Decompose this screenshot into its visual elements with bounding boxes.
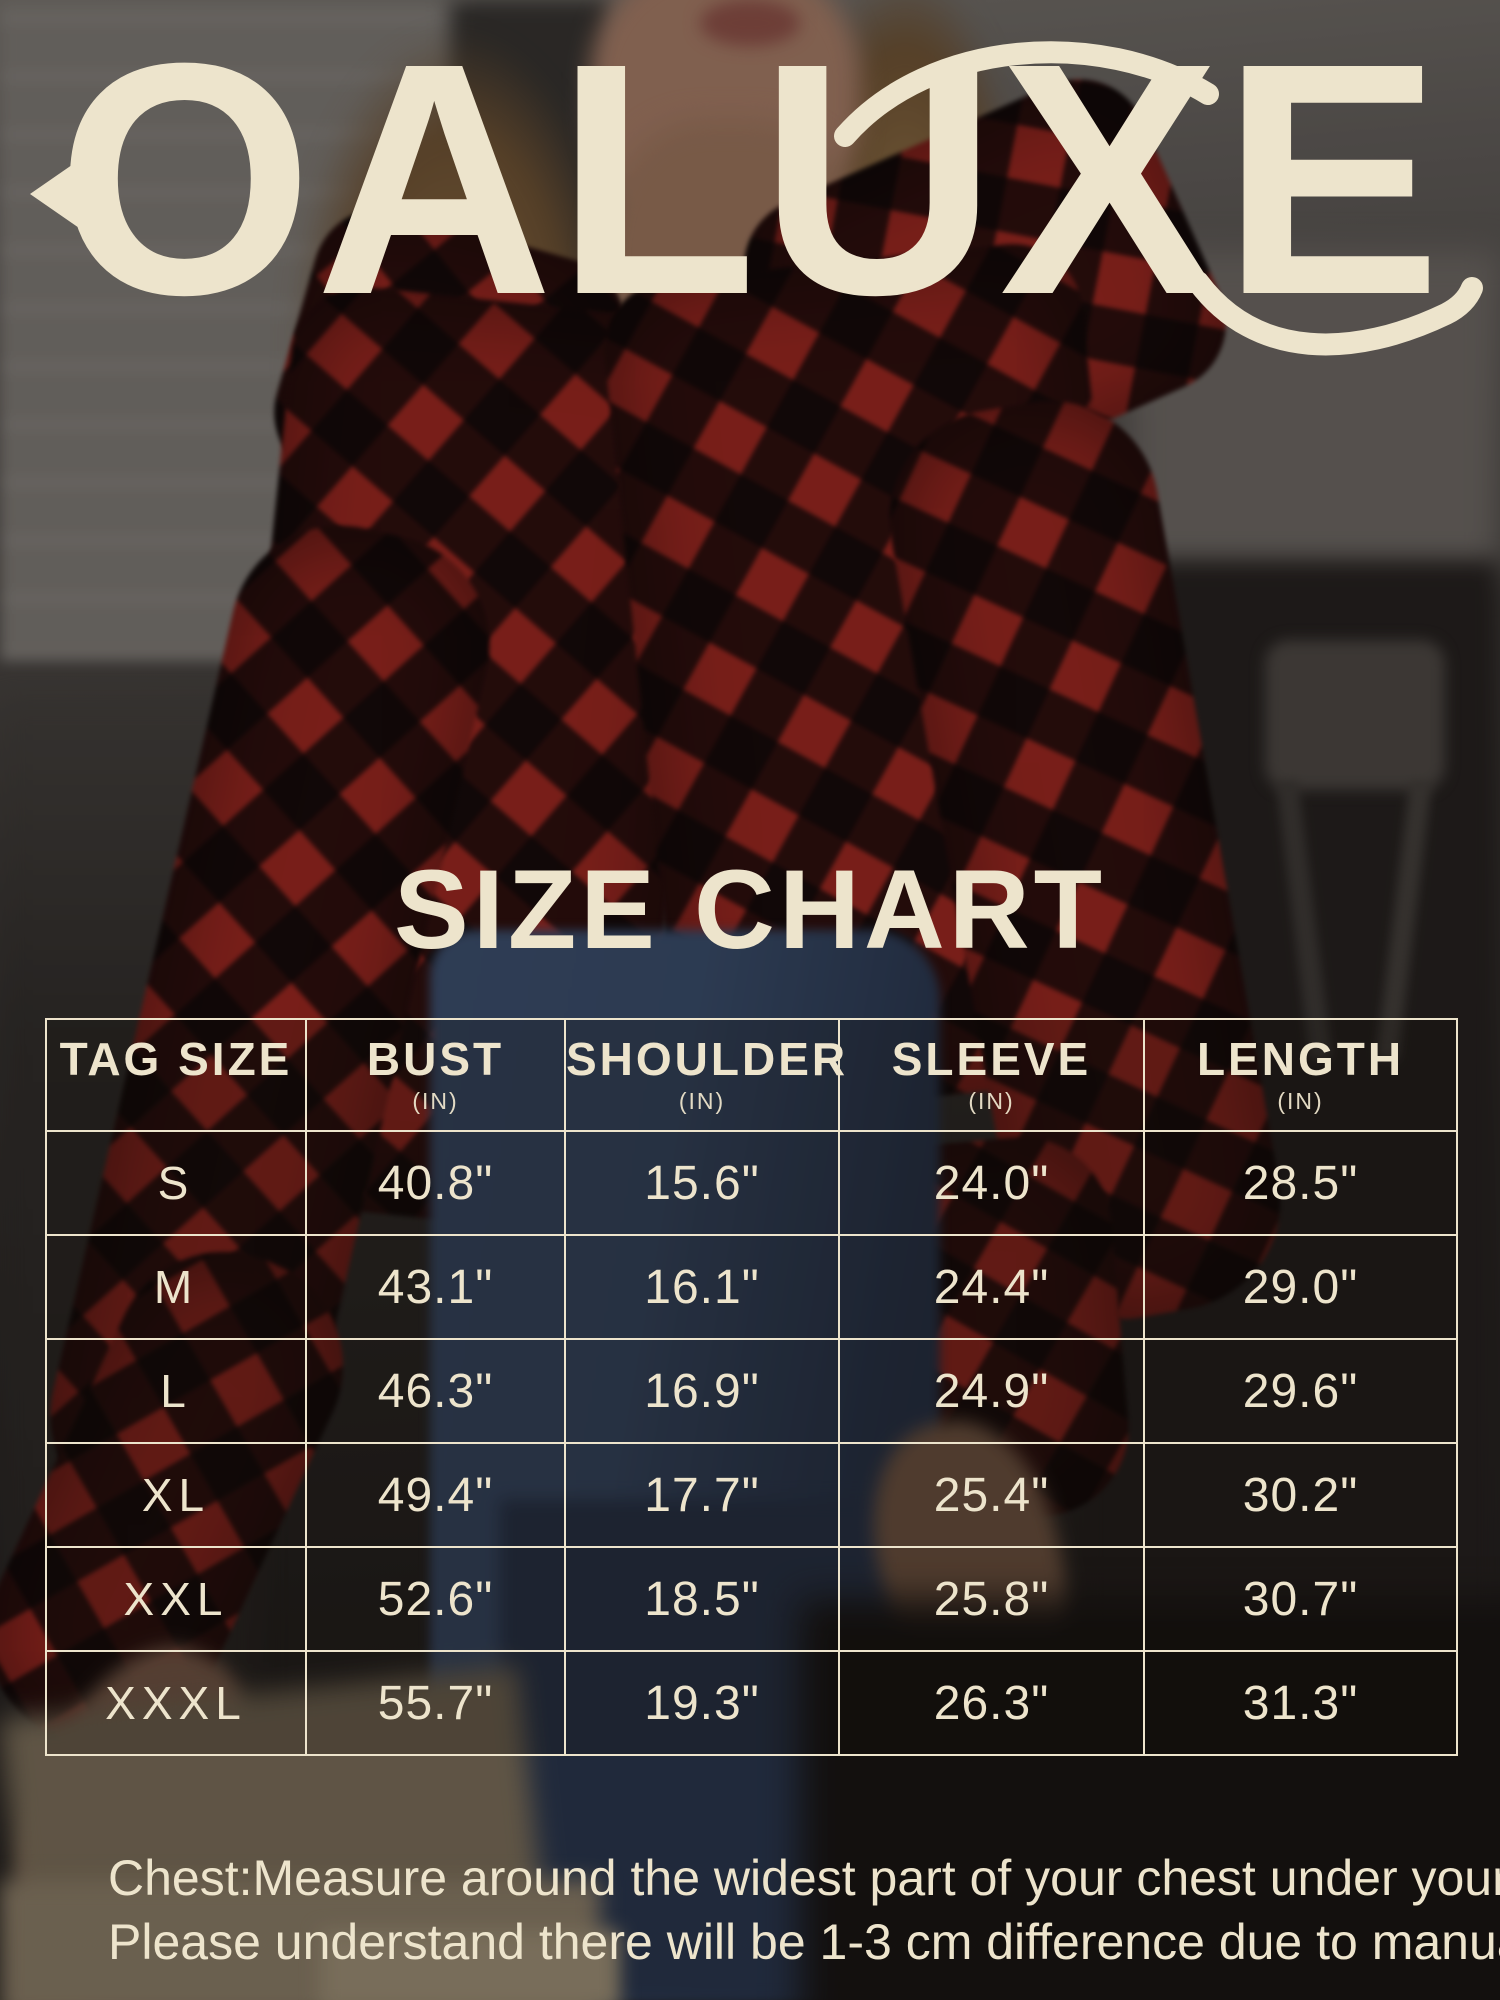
column-label: LENGTH	[1196, 1032, 1405, 1085]
shoulder-cell: 18.5"	[564, 1546, 840, 1652]
bust-cell: 40.8"	[305, 1130, 566, 1236]
sleeve-cell: 24.9"	[838, 1338, 1145, 1444]
bust-cell: 52.6"	[305, 1546, 566, 1652]
column-label: BUST	[366, 1032, 505, 1085]
shoulder-cell: 16.9"	[564, 1338, 840, 1444]
sleeve-cell: 24.4"	[838, 1234, 1145, 1340]
bust-cell: 55.7"	[305, 1650, 566, 1756]
tag-size-cell: XXL	[45, 1546, 307, 1652]
column-label: SLEEVE	[891, 1032, 1092, 1085]
length-cell: 29.6"	[1143, 1338, 1458, 1444]
table-row-m: M 43.1" 16.1" 24.4" 29.0"	[45, 1234, 1458, 1340]
sleeve-cell: 25.4"	[838, 1442, 1145, 1548]
table-row-l: L 46.3" 16.9" 24.9" 29.6"	[45, 1338, 1458, 1444]
column-label: TAG SIZE	[59, 1032, 293, 1085]
photo-bench-edge	[320, 1930, 620, 2000]
tag-size-cell: M	[45, 1234, 307, 1340]
bust-cell: 49.4"	[305, 1442, 566, 1548]
length-cell: 28.5"	[1143, 1130, 1458, 1236]
length-cell: 29.0"	[1143, 1234, 1458, 1340]
photo-chair	[1265, 640, 1445, 790]
shoulder-cell: 15.6"	[564, 1130, 840, 1236]
table-row-s: S 40.8" 15.6" 24.0" 28.5"	[45, 1130, 1458, 1236]
page-title: SIZE CHART	[394, 847, 1106, 972]
header-row: TAG SIZE BUST (IN) SHOULDER (IN) SLEEVE …	[45, 1018, 1458, 1132]
sleeve-cell: 26.3"	[838, 1650, 1145, 1756]
column-unit: (IN)	[1277, 1088, 1324, 1115]
column-header-sleeve: SLEEVE (IN)	[838, 1018, 1145, 1132]
sleeve-cell: 24.0"	[838, 1130, 1145, 1236]
tag-size-cell: S	[45, 1130, 307, 1236]
shoulder-cell: 16.1"	[564, 1234, 840, 1340]
note-line-2: Please understand there will be 1-3 cm d…	[108, 1914, 1500, 1970]
column-unit: (IN)	[412, 1088, 459, 1115]
tag-size-cell: L	[45, 1338, 307, 1444]
shoulder-cell: 17.7"	[564, 1442, 840, 1548]
photo-lips	[700, 0, 800, 46]
column-unit	[47, 1086, 305, 1116]
note-line-1: Chest:Measure around the widest part of …	[108, 1850, 1500, 1906]
brand-logo-text: OALUXE	[30, 0, 1444, 363]
length-cell: 30.7"	[1143, 1546, 1458, 1652]
column-unit: (IN)	[968, 1088, 1015, 1115]
column-header-shoulder: SHOULDER (IN)	[564, 1018, 849, 1132]
brand-logo: OALUXE	[0, 0, 1500, 363]
shoulder-cell: 19.3"	[564, 1650, 840, 1756]
length-cell: 31.3"	[1143, 1650, 1458, 1756]
table-row-xxl: XXL 52.6" 18.5" 25.8" 30.7"	[45, 1546, 1458, 1652]
bust-cell: 46.3"	[305, 1338, 566, 1444]
measurement-notes: Chest:Measure around the widest part of …	[108, 1846, 1500, 1974]
column-header-length: LENGTH (IN)	[1143, 1018, 1458, 1132]
column-label: SHOULDER	[566, 1032, 849, 1085]
table-row-xl: XL 49.4" 17.7" 25.4" 30.2"	[45, 1442, 1458, 1548]
column-header-tag-size: TAG SIZE	[45, 1018, 307, 1132]
tag-size-cell: XXXL	[45, 1650, 307, 1756]
length-cell: 30.2"	[1143, 1442, 1458, 1548]
tag-size-cell: XL	[45, 1442, 307, 1548]
column-unit: (IN)	[678, 1088, 726, 1115]
table-row-xxxl: XXXL 55.7" 19.3" 26.3" 31.3"	[45, 1650, 1458, 1756]
size-chart-table: TAG SIZE BUST (IN) SHOULDER (IN) SLEEVE …	[45, 1018, 1458, 1756]
bust-cell: 43.1"	[305, 1234, 566, 1340]
sleeve-cell: 25.8"	[838, 1546, 1145, 1652]
column-header-bust: BUST (IN)	[305, 1018, 566, 1132]
